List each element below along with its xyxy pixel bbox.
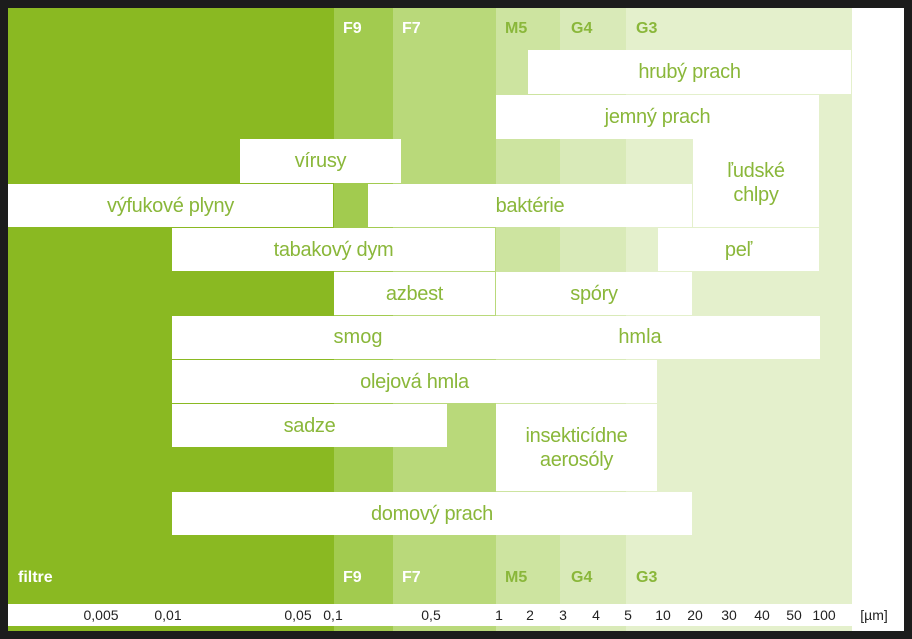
- bar-spory: spóry: [496, 272, 692, 315]
- axis-line-g4: [560, 626, 626, 631]
- bar-label: sadze: [283, 414, 336, 437]
- tick-20: 20: [687, 607, 703, 623]
- tick-10: 10: [655, 607, 671, 623]
- bar-label: tabakový dym: [273, 238, 394, 261]
- axis-line-base: [8, 626, 334, 631]
- bar-label-smog: smog: [333, 326, 383, 348]
- tick-100: 100: [812, 607, 836, 623]
- bar-olejova-hmla: olejová hmla: [172, 360, 657, 403]
- bar-tabakovy-dym: tabakový dym: [172, 228, 495, 271]
- filter-label-bottom-g4: G4: [571, 569, 593, 586]
- bar-label: olejová hmla: [360, 370, 469, 393]
- filter-label-bottom-m5: M5: [505, 569, 528, 586]
- unit-label: [µm]: [860, 607, 888, 623]
- filter-label-bottom-g3: G3: [636, 569, 658, 586]
- tick-3: 3: [559, 607, 567, 623]
- filter-label-bottom-f9: F9: [343, 569, 362, 586]
- bar-label: azbest: [385, 282, 444, 305]
- bar-label: výfukové plyny: [107, 194, 234, 217]
- tick-2: 2: [526, 607, 534, 623]
- bar-label: vírusy: [294, 150, 347, 172]
- tick-001: 0,01: [154, 607, 182, 623]
- bar-pel: peľ: [658, 228, 819, 271]
- band-right-margin: [852, 8, 904, 604]
- bar-label: spóry: [570, 282, 618, 305]
- bar-vyfukove-plyny: výfukové plyny: [8, 184, 333, 227]
- bar-jemny-prach: jemný prach: [496, 95, 819, 139]
- bar-smog-hmla: [172, 316, 820, 359]
- tick-30: 30: [721, 607, 737, 623]
- tick-005: 0,05: [284, 607, 312, 623]
- axis-line-f9: [334, 626, 393, 631]
- tick-50: 50: [786, 607, 802, 623]
- tick-01: 0,1: [323, 607, 343, 623]
- filter-label-top-g4: G4: [571, 20, 593, 37]
- bar-ludske-chlpy: ľudské chlpy: [693, 139, 819, 227]
- filter-label-top-f9: F9: [343, 20, 362, 37]
- size-axis: 0,005 0,01 0,05 0,1 0,5 1 2 3 4 5 10 20 …: [8, 604, 904, 631]
- tick-0005: 0,005: [83, 607, 119, 623]
- bar-label: insekticídne aerosóly: [525, 424, 628, 471]
- bar-insekticidne-aerosoly: insekticídne aerosóly: [496, 404, 657, 491]
- bar-hruby-prach: hrubý prach: [528, 50, 851, 94]
- filter-label-top-g3: G3: [636, 20, 658, 37]
- filter-label-top-m5: M5: [505, 20, 528, 37]
- bar-bakterie: baktérie: [368, 184, 692, 227]
- tick-40: 40: [754, 607, 770, 623]
- tick-1: 1: [495, 607, 503, 623]
- bar-label: ľudské chlpy: [727, 160, 785, 206]
- bar-label: baktérie: [495, 194, 565, 217]
- filter-label-top-f7: F7: [402, 20, 421, 37]
- bar-label: hrubý prach: [638, 61, 741, 83]
- bar-label: peľ: [724, 238, 753, 261]
- filter-label-bottom-f7: F7: [402, 569, 421, 586]
- bar-label: jemný prach: [604, 106, 711, 128]
- bar-label-hmla: hmla: [618, 326, 662, 348]
- bar-domovy-prach: domový prach: [172, 492, 692, 535]
- axis-line-f7: [393, 626, 496, 631]
- particle-size-diagram: F9 F7 M5 G4 G3 hrubý prach jemný prach v…: [8, 8, 904, 631]
- bar-sadze: sadze: [172, 404, 447, 447]
- axis-line-m5: [496, 626, 560, 631]
- tick-05: 0,5: [421, 607, 441, 623]
- bar-virusy: vírusy: [240, 139, 401, 183]
- axis-line-g3: [626, 626, 852, 631]
- bar-azbest: azbest: [334, 272, 495, 315]
- bar-label: domový prach: [370, 502, 493, 525]
- tick-5: 5: [624, 607, 632, 623]
- row-label-filtre: filtre: [18, 569, 53, 586]
- tick-4: 4: [592, 607, 600, 623]
